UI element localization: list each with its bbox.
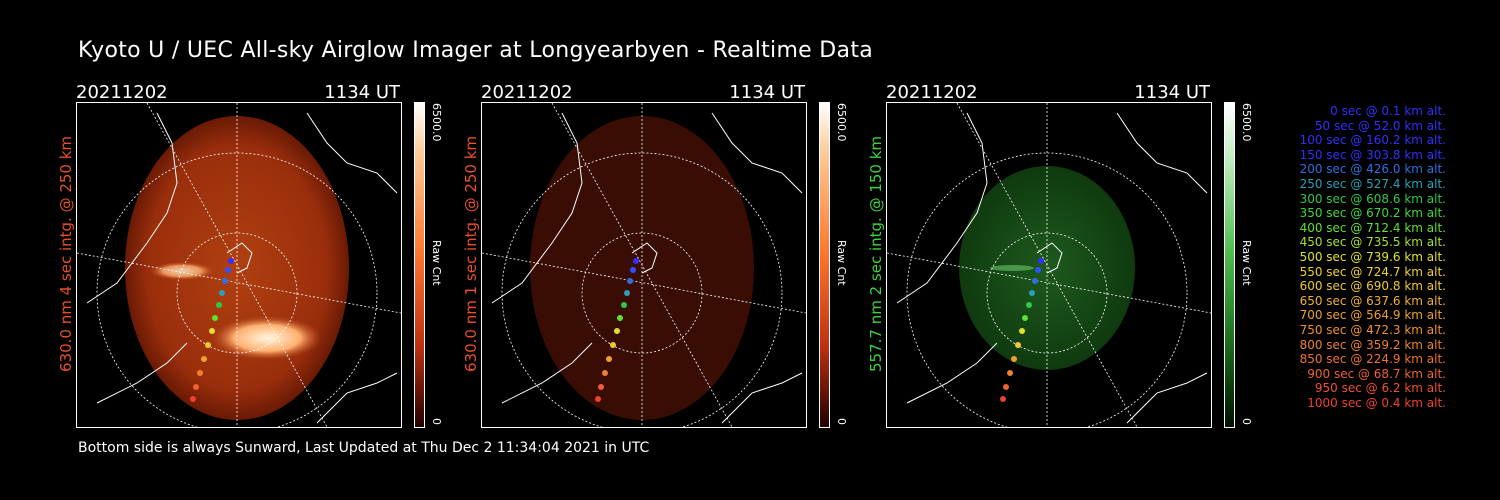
legend-row: 1000 sec @ 0.4 km alt. — [1307, 395, 1446, 410]
aurora-arc — [150, 262, 214, 280]
panel-1-colorbar-label: Raw Cnt — [430, 240, 443, 286]
coastlines — [491, 112, 803, 424]
grid-lines — [77, 103, 401, 427]
aurora-bright-patch — [212, 316, 322, 360]
legend-row: 300 sec @ 608.6 km alt. — [1299, 191, 1446, 206]
legend-row: 850 sec @ 224.9 km alt. — [1299, 352, 1446, 367]
panel-3-colorbar-max: 6500.0 — [1240, 103, 1253, 142]
legend-row: 550 sec @ 724.7 km alt. — [1299, 264, 1446, 279]
panel-1-image — [76, 102, 402, 428]
panel-3-side-label: 557.7 nm 2 sec intg. @ 150 km — [867, 135, 885, 372]
legend-row: 700 sec @ 564.9 km alt. — [1299, 308, 1446, 323]
panel-3-colorbar-min: 0 — [1240, 418, 1253, 425]
coastlines — [86, 112, 398, 424]
panel-2-side-label: 630.0 nm 1 sec intg. @ 250 km — [462, 135, 480, 372]
panel-1-side-label: 630.0 nm 4 sec intg. @ 250 km — [57, 135, 75, 372]
legend-row: 900 sec @ 68.7 km alt. — [1307, 366, 1446, 381]
legend-row: 350 sec @ 670.2 km alt. — [1299, 206, 1446, 221]
panel-1-colorbar-max: 6500.0 — [430, 103, 443, 142]
legend-row: 0 sec @ 0.1 km alt. — [1330, 104, 1446, 118]
panel-2-colorbar-max: 6500.0 — [835, 103, 848, 142]
trajectory-dots — [1000, 258, 1044, 402]
panel-3-colorbar — [1224, 102, 1235, 428]
legend-row: 800 sec @ 359.2 km alt. — [1299, 337, 1446, 352]
legend-row: 200 sec @ 426.0 km alt. — [1299, 162, 1446, 177]
coastlines — [896, 112, 1208, 424]
grid-lines — [887, 103, 1211, 427]
legend-row: 450 sec @ 735.5 km alt. — [1299, 235, 1446, 250]
grid-lines — [482, 103, 806, 427]
legend-row: 600 sec @ 690.8 km alt. — [1299, 279, 1446, 294]
panel-2-colorbar — [819, 102, 830, 428]
legend-row: 150 sec @ 303.8 km alt. — [1299, 147, 1446, 162]
panel-1-date: 20211202 — [76, 82, 168, 103]
footer-note: Bottom side is always Sunward, Last Upda… — [78, 440, 650, 456]
panel-1-time: 1134 UT — [324, 82, 400, 103]
panel-3-colorbar-label: Raw Cnt — [1240, 240, 1253, 286]
panel-2-colorbar-label: Raw Cnt — [835, 240, 848, 286]
aurora-arc-green — [990, 265, 1034, 271]
panel-3-date: 20211202 — [886, 82, 978, 103]
panel-3-time: 1134 UT — [1134, 82, 1210, 103]
trajectory-legend: 0 sec @ 0.1 km alt. 50 sec @ 52.0 km alt.… — [1262, 104, 1446, 410]
legend-row: 750 sec @ 472.3 km alt. — [1299, 322, 1446, 337]
trajectory-dots — [595, 258, 639, 402]
trajectory-dots — [190, 258, 234, 402]
panel-1-colorbar-min: 0 — [430, 418, 443, 425]
panel-2-time: 1134 UT — [729, 82, 805, 103]
legend-row: 950 sec @ 6.2 km alt. — [1314, 381, 1446, 396]
legend-row: 500 sec @ 739.6 km alt. — [1299, 249, 1446, 264]
panel-2-date: 20211202 — [481, 82, 573, 103]
panel-1-colorbar — [414, 102, 425, 428]
page-title: Kyoto U / UEC All-sky Airglow Imager at … — [78, 38, 874, 63]
legend-row: 650 sec @ 637.6 km alt. — [1299, 293, 1446, 308]
panel-2-image — [481, 102, 807, 428]
legend-row: 50 sec @ 52.0 km alt. — [1314, 118, 1446, 133]
legend-row: 100 sec @ 160.2 km alt. — [1299, 133, 1446, 148]
panel-2-colorbar-min: 0 — [835, 418, 848, 425]
legend-row: 250 sec @ 527.4 km alt. — [1299, 176, 1446, 191]
legend-row: 400 sec @ 712.4 km alt. — [1299, 220, 1446, 235]
panel-3-image — [886, 102, 1212, 428]
